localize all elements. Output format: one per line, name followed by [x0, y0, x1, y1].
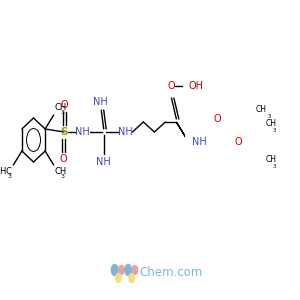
Text: 3: 3 [8, 175, 12, 179]
Text: OH: OH [189, 81, 204, 91]
Text: 3: 3 [273, 164, 276, 169]
Text: CH: CH [55, 103, 67, 112]
Text: CH: CH [266, 155, 277, 164]
Text: O: O [61, 100, 68, 110]
Text: NH: NH [192, 137, 207, 147]
Text: S: S [60, 127, 68, 137]
Text: CH: CH [266, 119, 277, 128]
Text: O: O [168, 81, 175, 91]
Text: O: O [234, 137, 242, 147]
Text: O: O [213, 114, 221, 124]
Text: Chem.com: Chem.com [139, 266, 203, 278]
Circle shape [132, 266, 138, 274]
Text: H: H [0, 167, 5, 176]
Text: NH: NH [96, 157, 111, 167]
Circle shape [111, 265, 118, 275]
Circle shape [129, 274, 134, 283]
Circle shape [125, 265, 131, 275]
Circle shape [116, 274, 121, 283]
Text: CH: CH [55, 167, 67, 176]
Polygon shape [176, 122, 190, 145]
Text: CH: CH [256, 106, 267, 115]
Text: 3: 3 [273, 128, 276, 133]
Text: NH: NH [118, 127, 133, 137]
Text: O: O [60, 154, 67, 164]
Text: 3: 3 [268, 113, 272, 119]
Circle shape [119, 266, 124, 274]
Text: 3: 3 [60, 110, 64, 115]
Text: C: C [5, 167, 11, 176]
Text: NH: NH [75, 127, 90, 137]
Text: NH: NH [93, 97, 107, 107]
Text: 3: 3 [60, 173, 64, 178]
